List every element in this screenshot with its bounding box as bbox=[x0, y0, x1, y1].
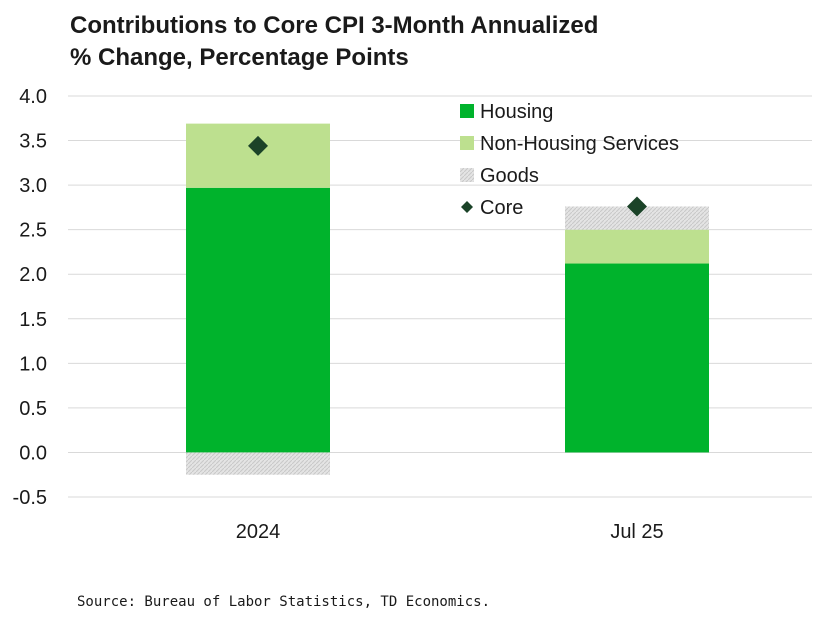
y-tick-label-6: 2.5 bbox=[19, 220, 47, 242]
y-tick-label-8: 3.5 bbox=[19, 131, 47, 153]
chart-title: Contributions to Core CPI 3-Month Annual… bbox=[70, 10, 810, 74]
y-tick-label-1: 0.0 bbox=[19, 442, 47, 464]
core-marker-0 bbox=[248, 135, 268, 156]
y-tick-label-0: -0.5 bbox=[13, 487, 47, 509]
bar-goods-0 bbox=[186, 452, 330, 475]
x-tick-label-0: 2024 bbox=[236, 521, 281, 543]
legend-core-swatch bbox=[461, 201, 473, 213]
y-tick-label-9: 4.0 bbox=[19, 86, 47, 108]
y-tick-label-5: 2.0 bbox=[19, 264, 47, 286]
bar-housing-1 bbox=[565, 263, 709, 453]
bar-non-housing-services-1 bbox=[565, 229, 709, 264]
bar-goods-1 bbox=[565, 206, 709, 230]
legend-non-housing-services-label: Non-Housing Services bbox=[480, 133, 679, 155]
legend-housing-swatch bbox=[460, 104, 474, 118]
legend-non-housing-services-swatch bbox=[460, 136, 474, 150]
source-note: Source: Bureau of Labor Statistics, TD E… bbox=[77, 594, 491, 610]
core-marker-1 bbox=[627, 196, 647, 217]
legend-goods-swatch bbox=[460, 168, 474, 182]
y-tick-label-4: 1.5 bbox=[19, 309, 47, 331]
bar-housing-0 bbox=[186, 187, 330, 453]
legend-core-label: Core bbox=[480, 197, 523, 219]
chart-title-line-2: % Change, Percentage Points bbox=[70, 44, 409, 71]
y-tick-label-3: 1.0 bbox=[19, 353, 47, 375]
legend-goods-label: Goods bbox=[480, 165, 539, 187]
legend-housing-label: Housing bbox=[480, 101, 553, 123]
y-tick-label-2: 0.5 bbox=[19, 398, 47, 420]
chart-title-line-1: Contributions to Core CPI 3-Month Annual… bbox=[70, 12, 599, 39]
y-tick-label-7: 3.0 bbox=[19, 175, 47, 197]
x-tick-label-1: Jul 25 bbox=[610, 521, 663, 543]
